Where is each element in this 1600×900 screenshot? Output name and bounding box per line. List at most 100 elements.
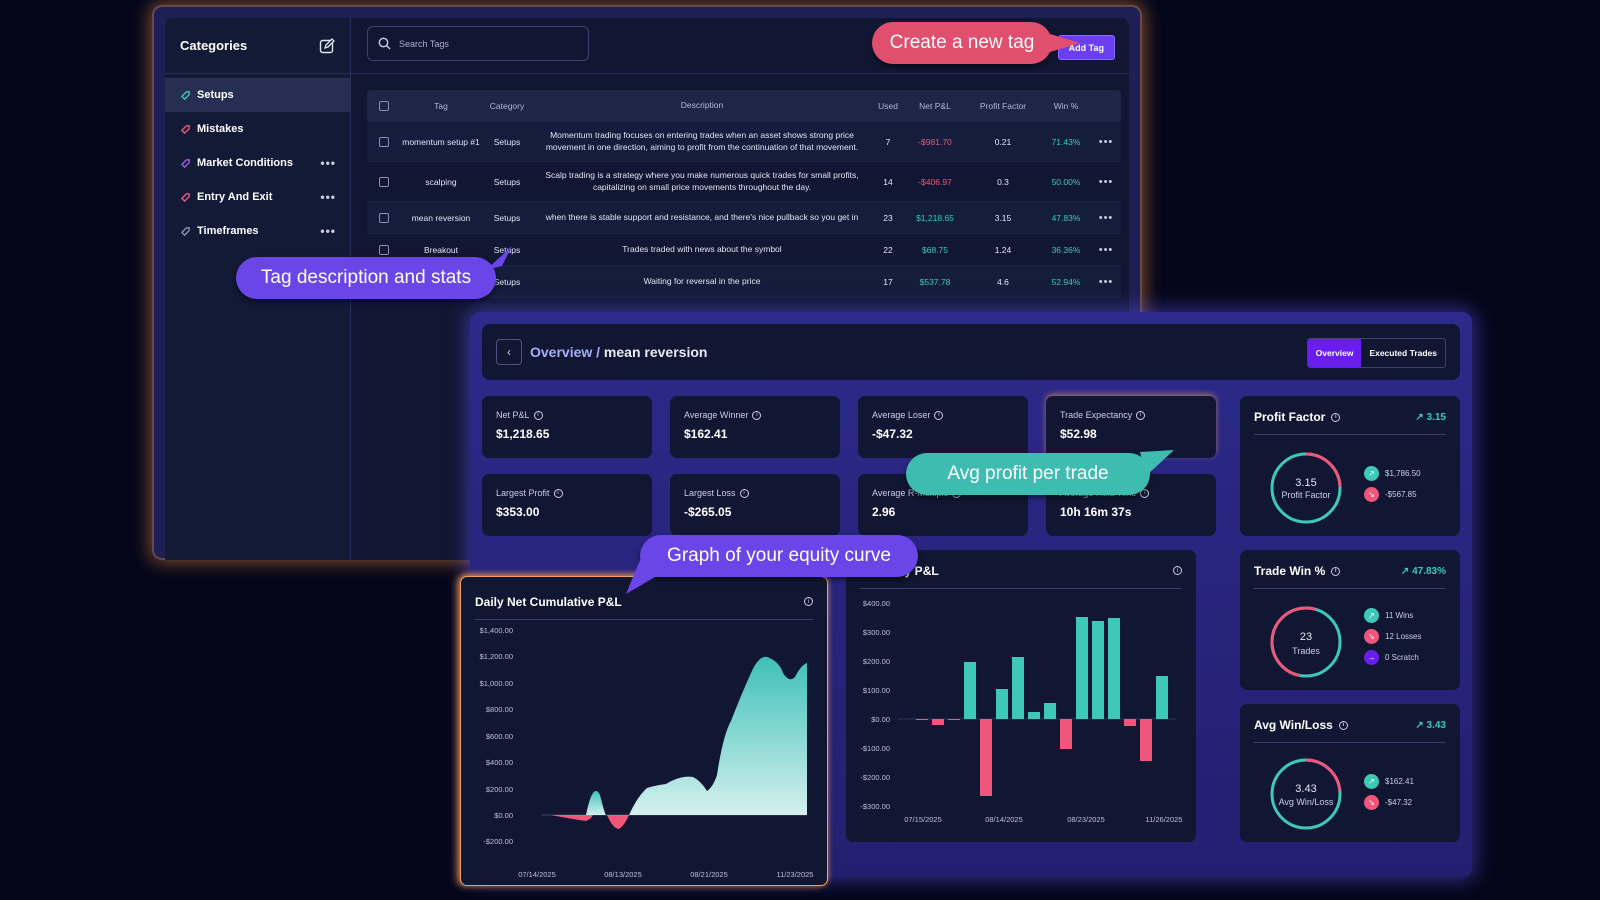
row-checkbox[interactable] xyxy=(379,244,389,255)
stat-card-largest-profit: Largest Profit i $353.00 xyxy=(482,474,652,536)
net-daily-pnl-chart: $400.00 $300.00 $200.00 $100.00 $0.00 -$… xyxy=(860,599,1183,824)
svg-text:07/15/2025: 07/15/2025 xyxy=(904,815,942,824)
info-icon[interactable]: i xyxy=(1173,566,1182,575)
cell-pnl: -$981.70 xyxy=(918,136,952,147)
row-more-icon[interactable]: ••• xyxy=(1098,275,1114,288)
tag-icon xyxy=(180,124,190,134)
stat-value: -$47.32 xyxy=(872,427,913,441)
svg-text:11/23/2025: 11/23/2025 xyxy=(777,870,814,879)
table-row[interactable]: momentum setup #1 Setups Momentum tradin… xyxy=(367,122,1121,162)
table-row[interactable]: scalping Setups Scalp trading is a strat… xyxy=(367,162,1121,202)
info-icon[interactable]: i xyxy=(1140,488,1150,498)
row-checkbox[interactable] xyxy=(379,136,389,147)
add-tag-button[interactable]: Add Tag xyxy=(1057,35,1115,60)
sidebar-item-market-conditions[interactable]: Market Conditions ••• xyxy=(165,146,350,180)
view-tabs: Overview Executed Trades xyxy=(1306,338,1446,368)
trend-down-icon: ↘ xyxy=(1364,795,1379,810)
cell-win: 71.43% xyxy=(1051,136,1081,147)
sidebar-item-entry-and-exit[interactable]: Entry And Exit ••• xyxy=(165,180,350,214)
tag-icon xyxy=(180,90,190,100)
row-more-icon[interactable]: ••• xyxy=(1098,175,1114,188)
back-button[interactable]: ‹ xyxy=(496,339,522,365)
cell-tag: Breakout xyxy=(423,244,459,255)
info-icon[interactable]: i xyxy=(1338,720,1348,730)
legend-gross-loss: ↘ -$567.85 xyxy=(1364,487,1421,502)
stat-card-average-winner: Average Winner i $162.41 xyxy=(670,396,840,458)
info-icon[interactable]: i xyxy=(804,597,813,606)
cell-category: Setups xyxy=(493,136,521,147)
row-more-icon[interactable]: ••• xyxy=(1098,243,1114,256)
more-icon[interactable]: ••• xyxy=(320,190,336,204)
legend-avg-win: ↗ $162.41 xyxy=(1364,774,1414,789)
col-tag[interactable]: Tag xyxy=(434,101,448,111)
breadcrumb-root[interactable]: Overview / xyxy=(530,344,601,360)
sidebar-item-mistakes[interactable]: Mistakes xyxy=(165,112,350,146)
svg-text:$100.00: $100.00 xyxy=(863,686,890,695)
sidebar-item-timeframes[interactable]: Timeframes ••• xyxy=(165,214,350,248)
more-icon[interactable]: ••• xyxy=(320,224,336,238)
info-icon[interactable]: i xyxy=(752,410,762,420)
info-icon[interactable]: i xyxy=(553,488,563,498)
more-icon[interactable]: ••• xyxy=(320,156,336,170)
stat-value: $52.98 xyxy=(1060,427,1097,441)
stat-value: 10h 16m 37s xyxy=(1060,505,1132,519)
svg-text:11/26/2025: 11/26/2025 xyxy=(1146,815,1183,824)
cell-description: Trades traded with news about the symbol xyxy=(622,243,782,254)
cell-pnl: $68.75 xyxy=(922,244,948,255)
trend-value: ↗ 3.43 xyxy=(1415,720,1446,731)
info-icon[interactable]: i xyxy=(1136,410,1146,420)
cell-pnl: $537.78 xyxy=(919,276,951,287)
search-input[interactable]: Search Tags xyxy=(367,26,589,61)
trade-win-donut: 23 Trades xyxy=(1270,606,1342,678)
tab-executed-trades[interactable]: Executed Trades xyxy=(1369,348,1437,358)
cell-used: 14 xyxy=(883,176,893,187)
callout-tag-description: Tag description and stats xyxy=(236,257,496,299)
legend-avg-loss: ↘ -$47.32 xyxy=(1364,795,1414,810)
cell-pf: 4.6 xyxy=(997,276,1009,287)
row-more-icon[interactable]: ••• xyxy=(1098,135,1114,148)
edit-icon[interactable] xyxy=(319,37,335,54)
stat-label: Net P&L xyxy=(496,410,530,420)
svg-text:$200.00: $200.00 xyxy=(486,785,513,794)
trend-up-icon: ↗ xyxy=(1364,466,1379,481)
col-category[interactable]: Category xyxy=(489,101,525,111)
tab-overview[interactable]: Overview xyxy=(1307,339,1362,367)
col-used[interactable]: Used xyxy=(878,101,898,111)
svg-text:07/14/2025: 07/14/2025 xyxy=(518,870,556,879)
trend-value: ↗ 3.15 xyxy=(1415,412,1446,423)
tag-icon xyxy=(180,158,190,168)
trade-win-card: Trade Win % i ↗ 47.83% 23 Trades ↗ 11 Wins… xyxy=(1240,550,1460,690)
svg-text:Avg Win/Loss: Avg Win/Loss xyxy=(1279,797,1334,807)
svg-text:$400.00: $400.00 xyxy=(863,599,890,608)
cell-category: Setups xyxy=(493,212,521,223)
table-row[interactable]: mean reversion Setups when there is stab… xyxy=(367,202,1121,234)
trend-down-icon: ↘ xyxy=(1364,487,1379,502)
cell-description: Waiting for reversal in the price xyxy=(643,275,761,286)
row-more-icon[interactable]: ••• xyxy=(1098,211,1114,224)
trend-up-icon: ↗ xyxy=(1364,608,1379,623)
search-placeholder: Search Tags xyxy=(399,38,449,49)
cell-win: 36.36% xyxy=(1051,244,1081,255)
info-icon[interactable]: i xyxy=(934,410,944,420)
row-checkbox[interactable] xyxy=(379,176,389,187)
info-icon[interactable]: i xyxy=(533,410,543,420)
breadcrumb: Overview / mean reversion xyxy=(530,344,707,360)
card-title: Profit Factor xyxy=(1254,410,1326,424)
tag-icon xyxy=(180,226,190,236)
select-all-checkbox[interactable] xyxy=(379,101,389,111)
sidebar-item-setups[interactable]: Setups xyxy=(165,78,350,112)
info-icon[interactable]: i xyxy=(739,488,749,498)
row-checkbox[interactable] xyxy=(379,212,389,223)
info-icon[interactable]: i xyxy=(1331,566,1341,576)
table-row[interactable]: Breakout Setups Trades traded with news … xyxy=(367,234,1121,266)
cell-category: Setups xyxy=(493,276,521,287)
svg-text:$0.00: $0.00 xyxy=(871,715,890,724)
svg-text:$1,200.00: $1,200.00 xyxy=(480,652,513,661)
col-win-pct[interactable]: Win % xyxy=(1053,101,1079,111)
cell-description: when there is stable support and resista… xyxy=(545,211,859,222)
info-icon[interactable]: i xyxy=(1331,412,1341,422)
col-net-pnl[interactable]: Net P&L xyxy=(919,101,951,111)
col-profit-factor[interactable]: Profit Factor xyxy=(979,101,1027,111)
svg-text:23: 23 xyxy=(1300,631,1312,643)
legend-wins: ↗ 11 Wins xyxy=(1364,608,1421,623)
